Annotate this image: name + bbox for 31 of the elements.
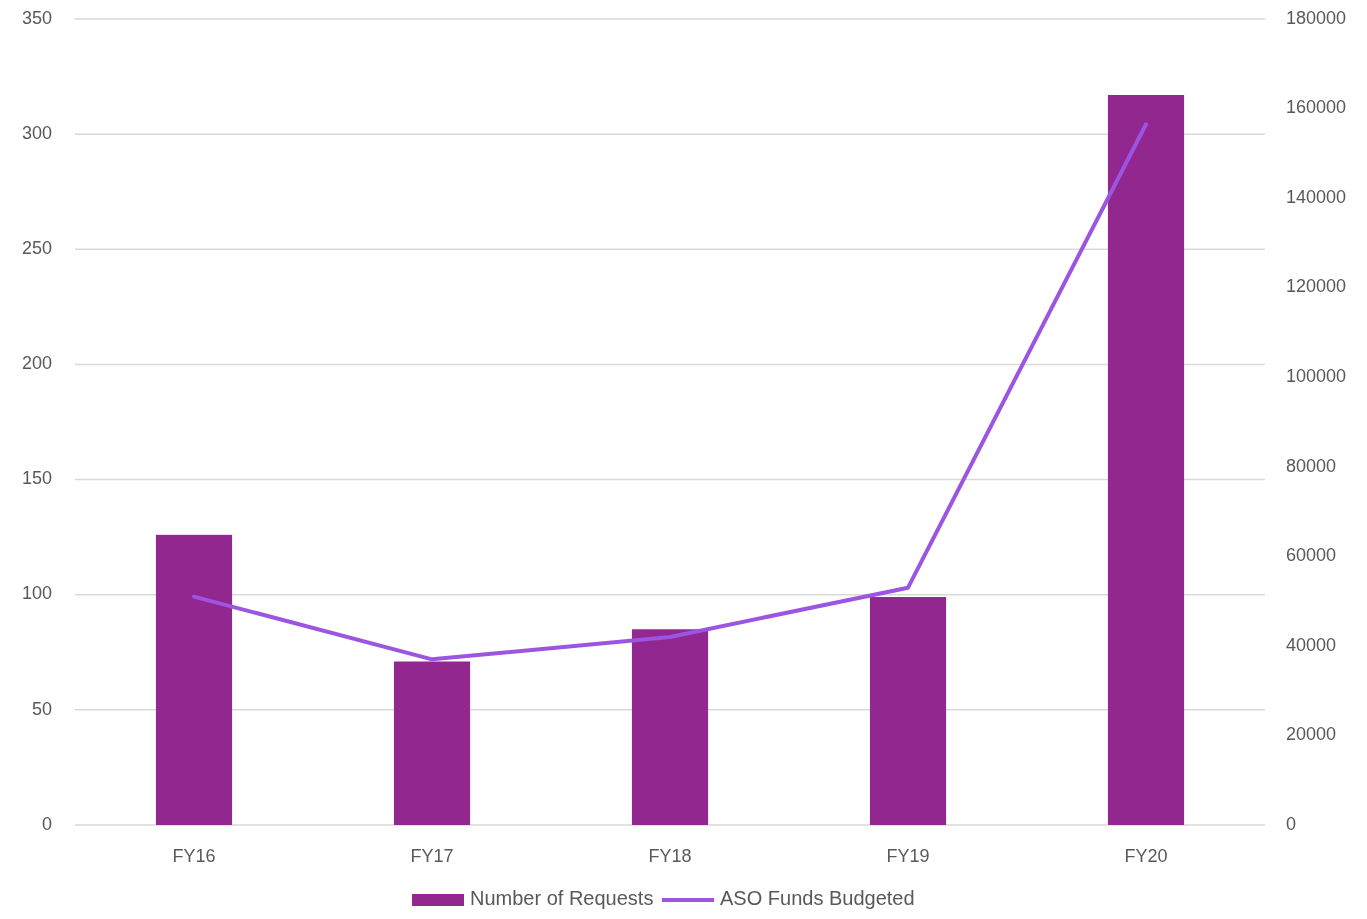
y2-tick-label: 160000 [1286,97,1347,118]
x-tick-label: FY19 [886,845,930,866]
y-tick-label: 0 [41,813,52,834]
bar [869,597,947,825]
y2-tick-label: 20000 [1286,724,1337,745]
bar [1107,94,1185,825]
legend-label: Number of Requests [470,887,654,910]
y2-tick-label: 140000 [1286,186,1347,207]
bar [393,661,471,825]
y-tick-label: 250 [21,238,52,259]
y2-tick-label: 80000 [1286,455,1337,476]
y-tick-label: 350 [21,7,52,28]
x-tick-label: FY16 [172,845,216,866]
line-series [192,122,1148,662]
x-tick-label: FY18 [648,845,692,866]
y-tick-label: 150 [21,468,52,489]
y2-tick-label: 60000 [1286,545,1337,566]
y-tick-label: 200 [21,353,52,374]
bar [155,534,233,825]
y-tick-label: 100 [21,583,52,604]
legend-label: ASO Funds Budgeted [720,887,915,910]
x-tick-label: FY17 [410,845,454,866]
y-tick-label: 300 [21,122,52,143]
y2-tick-label: 120000 [1286,276,1347,297]
x-tick-label: FY20 [1124,845,1168,866]
y2-tick-label: 180000 [1286,7,1347,28]
bar [631,629,709,825]
y2-tick-label: 100000 [1286,365,1347,386]
y2-tick-label: 0 [1286,813,1297,834]
y2-tick-label: 40000 [1286,634,1337,655]
y-tick-label: 50 [31,698,52,719]
